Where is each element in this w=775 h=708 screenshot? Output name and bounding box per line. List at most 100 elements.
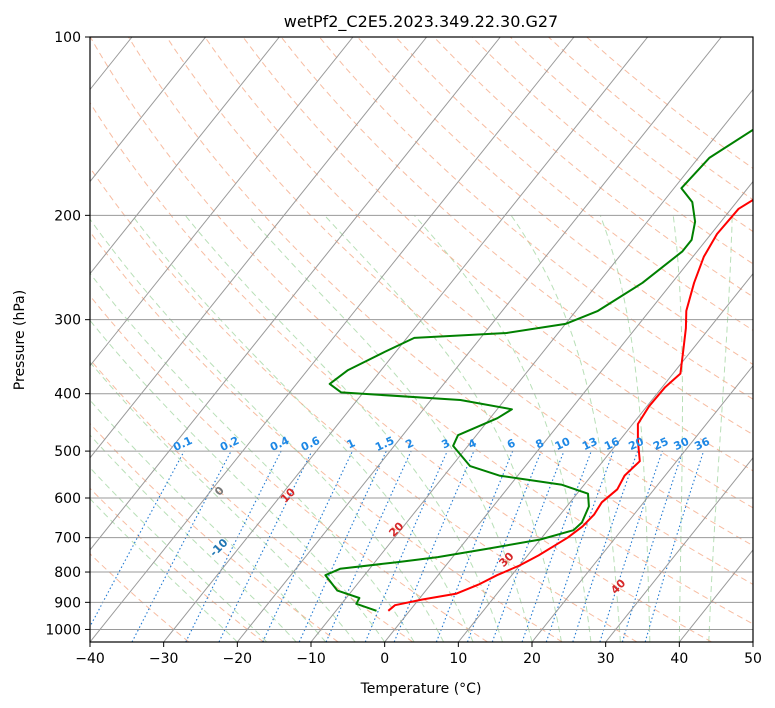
mixing-ratio-label: 10 (553, 435, 573, 453)
y-tick-label: 700 (54, 531, 81, 547)
moist-adiabat-line (708, 215, 733, 642)
isotherm-line (163, 37, 649, 642)
mixing-ratio-line (621, 450, 684, 642)
x-tick-label: 40 (670, 651, 688, 667)
x-tick-label: 20 (523, 651, 541, 667)
isotherm-line (90, 37, 280, 275)
mixing-ratio-label: 36 (692, 435, 712, 453)
x-tick-label: 50 (744, 651, 762, 667)
moist-adiabat-line (90, 434, 297, 642)
y-tick-label: 1000 (45, 622, 81, 638)
y-tick-label: 400 (54, 387, 81, 403)
moist-adiabat-line (413, 214, 592, 642)
y-tick-label: 500 (54, 444, 81, 460)
mixing-ratio-line (572, 450, 639, 642)
mixing-ratio-label: 20 (627, 435, 647, 453)
isotherm-line (90, 37, 575, 642)
x-tick-label: 0 (380, 651, 389, 667)
isotherm-line (384, 180, 753, 642)
y-tick-label: 200 (54, 208, 81, 224)
x-tick-label: −30 (149, 651, 179, 667)
dry-adiabat-line (90, 294, 488, 642)
y-axis-label: Pressure (hPa) (12, 290, 28, 390)
moist-adiabat-line (184, 214, 503, 642)
y-tick-label: 800 (54, 565, 81, 581)
mixing-ratio-line (521, 450, 592, 642)
plot-frame (89, 36, 754, 643)
isobars (90, 37, 753, 630)
x-tick-label: 10 (449, 651, 467, 667)
isotherm-line (457, 272, 753, 642)
isotherm-line (236, 37, 722, 642)
isotherm-line (90, 37, 501, 551)
isotherm-line (90, 37, 354, 367)
moist-adiabat-line (90, 218, 445, 642)
moist-adiabat-line (131, 215, 474, 642)
moist-adiabat-line (90, 319, 386, 642)
mixing-ratio-line (298, 450, 387, 642)
mixing-ratio-line (364, 450, 448, 642)
dry-adiabat-line (433, 37, 753, 298)
isotherm-line (605, 457, 753, 642)
dry-adiabat-line (90, 101, 712, 642)
moist-adiabat-line (599, 215, 651, 642)
moist-adiabat-line (90, 399, 327, 642)
mixing-ratio-line (644, 450, 705, 642)
x-tick-label: 30 (597, 651, 615, 667)
dry-adiabat-line (204, 37, 753, 509)
dry-adiabat-line (395, 37, 753, 331)
mixing-ratio-line (393, 450, 475, 642)
dry-adiabat-line (471, 37, 753, 265)
dry-adiabat-line (90, 166, 638, 642)
y-tick-label: 300 (54, 313, 81, 329)
x-tick-label: −10 (296, 651, 326, 667)
dewpoint-line (324, 128, 753, 612)
moist-adiabat-line (90, 361, 356, 642)
isotherm-line (90, 37, 207, 183)
mixing-ratio-line (262, 450, 353, 642)
mixing-ratio-line (325, 450, 412, 642)
mixing-ratio-line (545, 450, 614, 642)
mixing-ratio-label: 30 (672, 435, 692, 453)
x-tick-label: −40 (75, 651, 105, 667)
plot-area: 0.1 0.2 0.4 0.6 1 1.5 2 3 4 6 8 10 13 16 20 25 30 36-100 1… (90, 37, 753, 642)
x-tick-label: −20 (223, 651, 253, 667)
isotherm-line (531, 364, 753, 642)
chart-title: wetPf2_C2E5.2023.349.22.30.G27 (284, 12, 558, 32)
isotherms (90, 37, 753, 642)
dry-adiabat-line (242, 37, 753, 472)
isotherm-line (310, 88, 753, 642)
mixing-ratio-line (218, 450, 313, 642)
moist-adiabat-line (90, 272, 415, 642)
dry-adiabat-line (166, 37, 753, 547)
mixing-ratio-line (599, 450, 663, 642)
dry-adiabats (90, 37, 753, 642)
moist-adiabat-line (672, 215, 683, 642)
moist-adiabats (90, 214, 733, 642)
temperature-line (387, 198, 753, 612)
mixing-ratio-lines (90, 450, 705, 642)
y-tick-label: 600 (54, 491, 81, 507)
dry-adiabat-line (280, 37, 753, 436)
moist-adiabat-line (248, 214, 533, 642)
mixing-ratio-label: 25 (651, 435, 670, 453)
x-axis-label: Temperature (°C) (360, 681, 482, 697)
dry-adiabat-line (90, 231, 563, 642)
mixing-ratio-label: 16 (602, 435, 622, 453)
dry-adiabat-line (90, 37, 753, 625)
moist-adiabat-line (90, 467, 268, 642)
isotherm-line (90, 37, 428, 459)
y-tick-label: 100 (54, 30, 81, 46)
y-axis-ticks: 100 200 300 400 500 600 700 800 900 1000 (45, 30, 90, 638)
dry-adiabat-line (90, 422, 339, 642)
moist-adiabat-line (90, 498, 238, 642)
y-tick-label: 900 (54, 595, 81, 611)
x-axis-ticks: −40 −30 −20 −10 0 10 20 30 40 50 (75, 642, 762, 667)
dry-adiabat-line (319, 37, 753, 400)
mixing-ratio-label: 13 (580, 435, 599, 453)
moist-adiabat-line (510, 215, 621, 642)
profile-lines (324, 128, 753, 612)
moist-adiabat-line (324, 214, 562, 642)
